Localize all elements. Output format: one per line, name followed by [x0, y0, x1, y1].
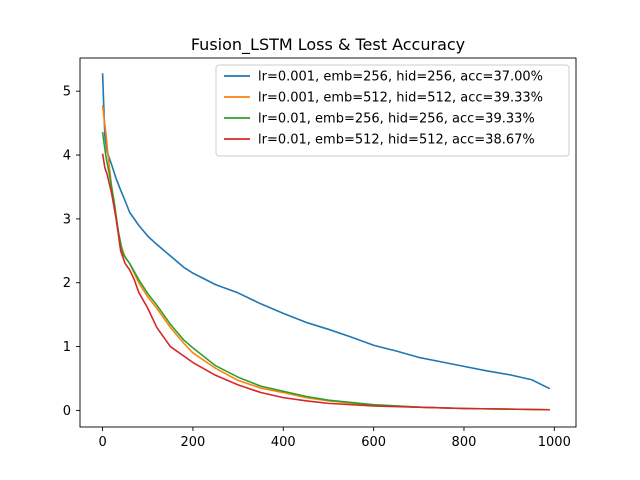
y-tick-label-4: 4	[63, 149, 71, 164]
y-tick-label-2: 2	[63, 276, 71, 291]
legend-label-2: lr=0.01, emb=256, hid=256, acc=39.33%	[258, 112, 535, 127]
series-line-0	[101, 73, 551, 390]
x-tick-label-800: 800	[452, 435, 477, 450]
y-tick-label-5: 5	[63, 85, 71, 100]
legend-label-3: lr=0.01, emb=512, hid=512, acc=38.67%	[258, 133, 535, 148]
legend-label-0: lr=0.001, emb=256, hid=256, acc=37.00%	[258, 70, 543, 85]
chart-title: Fusion_LSTM Loss & Test Accuracy	[191, 35, 465, 55]
x-tick-label-400: 400	[271, 435, 296, 450]
legend-label-1: lr=0.001, emb=512, hid=512, acc=39.33%	[258, 91, 543, 106]
axes-frame	[79, 57, 577, 428]
plot-area	[101, 73, 551, 411]
y-tick-label-0: 0	[63, 404, 71, 419]
x-tick-label-1000: 1000	[538, 435, 571, 450]
axes: 0 200 400 600 800 1000 0 1 2 3 4 5	[63, 57, 577, 450]
x-tick-label-0: 0	[98, 435, 106, 450]
y-tick-label-1: 1	[63, 340, 71, 355]
legend: lr=0.001, emb=256, hid=256, acc=37.00% lr…	[215, 64, 570, 157]
series-line-3	[101, 153, 550, 411]
legend-box	[215, 64, 570, 157]
x-tick-label-600: 600	[361, 435, 386, 450]
y-tick-label-3: 3	[63, 212, 71, 227]
series-line-2	[101, 131, 550, 411]
x-tick-label-200: 200	[181, 435, 206, 450]
